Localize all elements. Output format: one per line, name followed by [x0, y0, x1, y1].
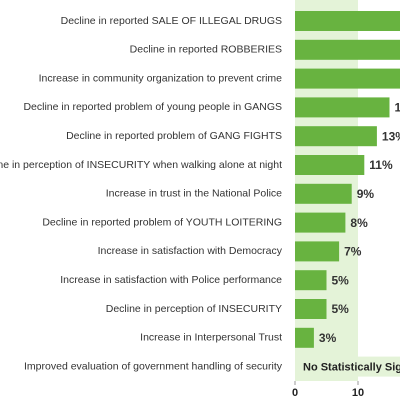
- category-label: Increase in community organization to pr…: [39, 72, 283, 84]
- bar: [295, 270, 327, 291]
- annotation-box: [297, 356, 400, 377]
- value-label: 11%: [369, 158, 393, 172]
- annotation: No Statistically Significant Change: [303, 362, 400, 374]
- category-label: Decline in perception of INSECURITY when…: [0, 159, 282, 171]
- category-label: Decline in reported problem of young peo…: [23, 101, 282, 113]
- value-label: 5%: [332, 302, 350, 316]
- category-label: Decline in reported problem of YOUTH LOI…: [42, 216, 282, 228]
- value-label: 5%: [332, 273, 350, 287]
- value-label: 8%: [350, 216, 368, 230]
- category-label: Increase in satisfaction with Police per…: [60, 274, 282, 286]
- bar: [295, 241, 340, 262]
- category-label: Increase in satisfaction with Democracy: [98, 245, 283, 257]
- category-label: Decline in reported ROBBERIES: [130, 44, 282, 56]
- category-label: Decline in reported SALE OF ILLEGAL DRUG…: [61, 15, 282, 27]
- bar: [295, 299, 327, 319]
- category-label: Decline in reported problem of GANG FIGH…: [66, 130, 282, 142]
- value-label: 9%: [357, 187, 375, 201]
- value-label: 3%: [319, 331, 337, 345]
- category-label: Increase in trust in the National Police: [106, 188, 282, 200]
- bar: [295, 212, 346, 233]
- value-label: 15%: [395, 101, 400, 115]
- bar: [295, 126, 377, 147]
- category-label: Increase in Interpersonal Trust: [140, 332, 282, 344]
- value-label: 7%: [344, 245, 362, 259]
- category-label: Improved evaluation of government handli…: [24, 360, 283, 372]
- bar: [295, 68, 400, 89]
- bar: [295, 97, 390, 118]
- category-label: Decline in perception of INSECURITY: [106, 303, 282, 315]
- bar: [295, 155, 365, 175]
- bar: [295, 11, 400, 31]
- bar: [295, 183, 352, 204]
- bar: [295, 327, 314, 348]
- x-tick-label: 0: [292, 387, 298, 399]
- bar: [295, 39, 400, 60]
- value-label: 13%: [382, 129, 400, 143]
- x-tick-label: 10: [352, 387, 364, 399]
